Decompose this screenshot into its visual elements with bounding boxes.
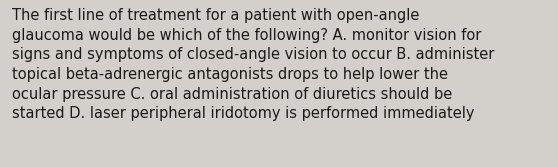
- Text: The first line of treatment for a patient with open-angle
glaucoma would be whic: The first line of treatment for a patien…: [12, 8, 494, 121]
